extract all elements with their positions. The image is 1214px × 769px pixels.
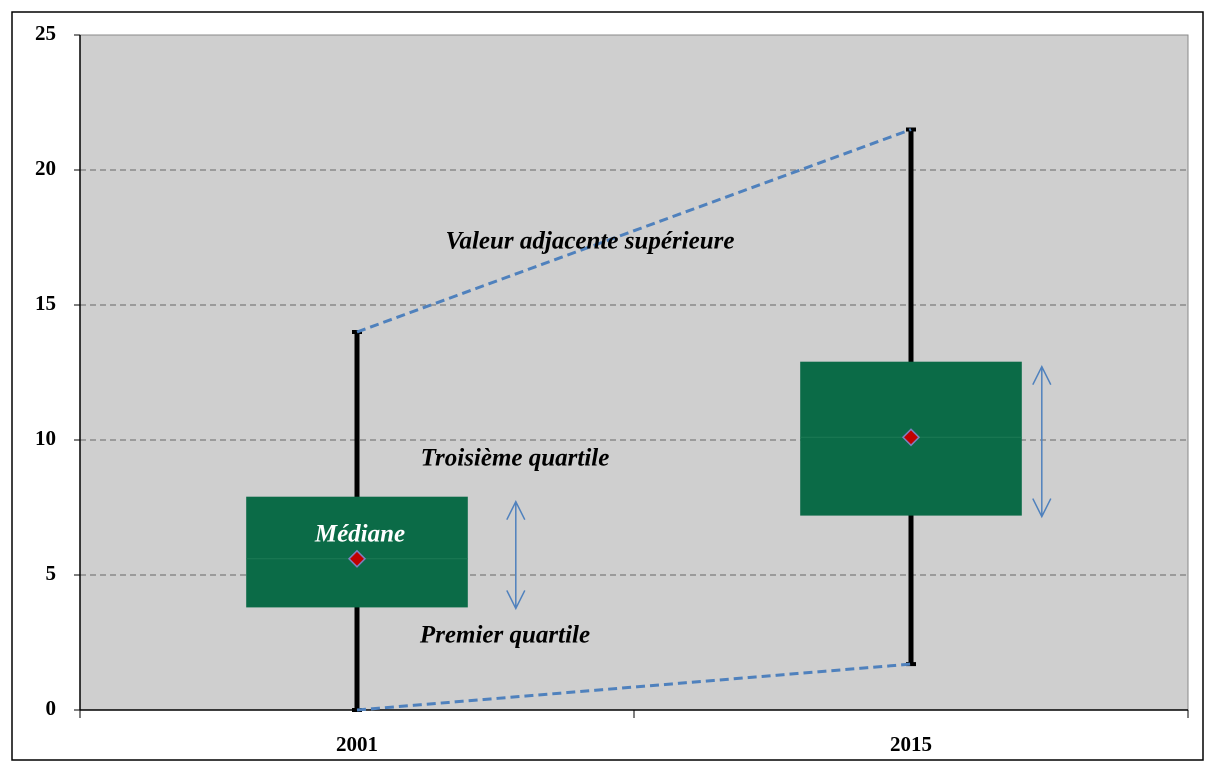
arrow-head xyxy=(1032,365,1052,386)
y-tick-label: 0 xyxy=(46,696,57,720)
x-tick-label: 2015 xyxy=(890,732,932,756)
y-tick-label: 5 xyxy=(46,561,57,585)
median-marker xyxy=(901,428,921,447)
annotation: Valeur adjacente supérieure xyxy=(446,228,735,255)
whisker-link xyxy=(356,662,912,712)
annotation: Médiane xyxy=(314,521,405,548)
arrow-head xyxy=(1032,498,1052,519)
y-tick-label: 10 xyxy=(35,426,56,450)
median-marker xyxy=(347,549,367,568)
x-tick-label: 2001 xyxy=(336,732,378,756)
y-tick-label: 20 xyxy=(35,156,56,180)
y-tick-label: 15 xyxy=(35,291,56,315)
whisker-link xyxy=(356,128,912,334)
y-tick-label: 25 xyxy=(35,21,56,45)
arrow-head xyxy=(506,500,526,521)
arrow-head xyxy=(506,590,526,611)
annotation: Troisième quartile xyxy=(421,445,610,472)
annotation: Premier quartile xyxy=(419,622,590,649)
